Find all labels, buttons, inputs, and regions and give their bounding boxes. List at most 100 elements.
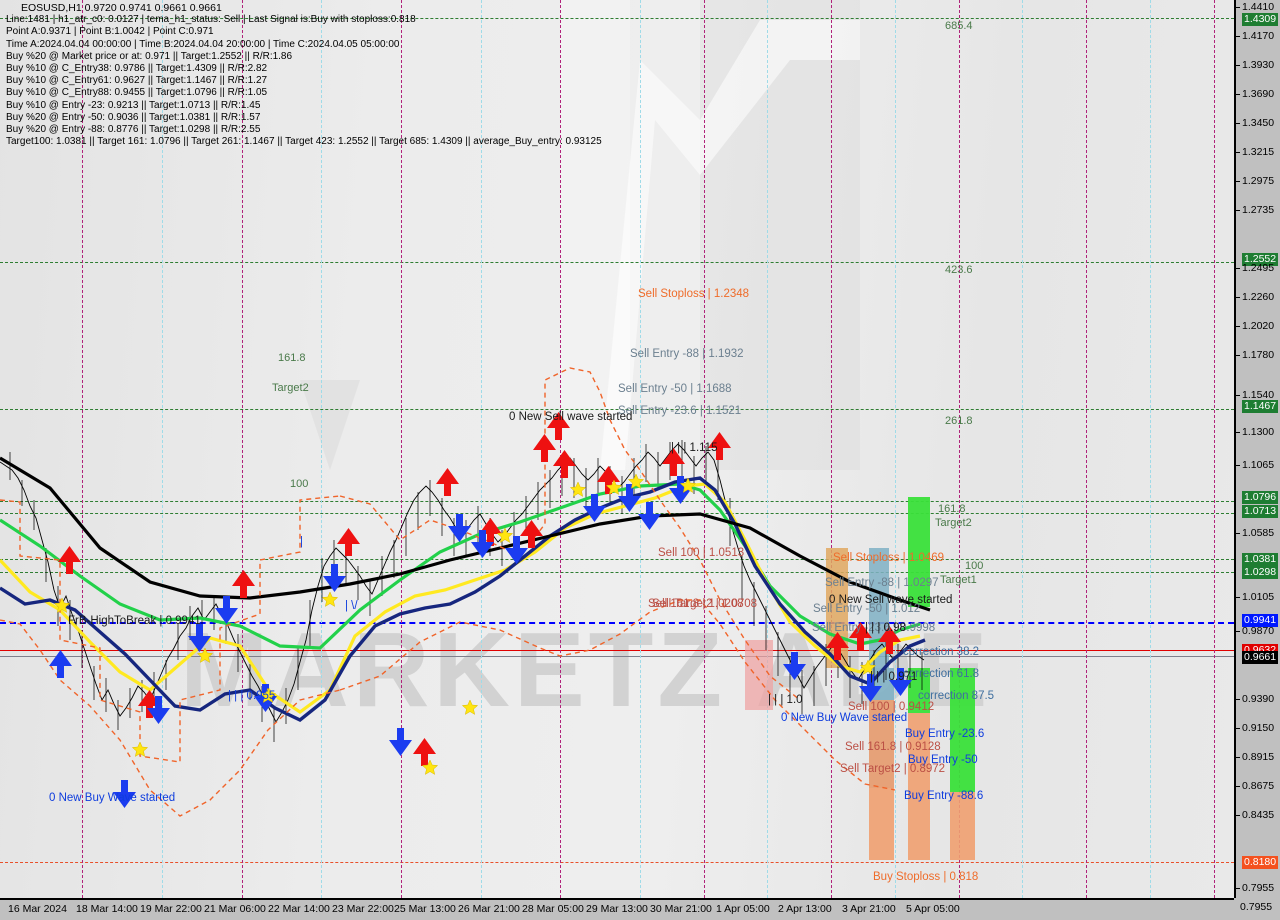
tick-mark	[1236, 395, 1240, 396]
trade-zone-rect	[950, 792, 975, 860]
time-separator-line	[1150, 0, 1151, 898]
time-separator-line	[321, 0, 322, 898]
chart-annotation-label: Sell 100 | 0.9412	[848, 701, 935, 713]
chart-annotation-label: | | | 1.115	[671, 442, 718, 454]
ma-black-slow	[0, 456, 931, 612]
price-level-line	[0, 559, 1234, 560]
time-tick-label: 2 Apr 13:00	[778, 903, 832, 915]
chart-annotation-label: Sell Target2 | 1.0708	[652, 598, 758, 610]
price-level-line	[0, 409, 1234, 410]
price-tick-label: 1.2020	[1242, 320, 1275, 332]
time-tick-label: 23 Mar 22:00	[332, 903, 394, 915]
time-tick-label: 25 Mar 13:00	[394, 903, 456, 915]
time-tick-label: 21 Mar 06:00	[204, 903, 266, 915]
chart-annotation-label: FrB-HighToBreak | 0.9941	[68, 615, 201, 627]
price-tick-label: 1.4170	[1242, 30, 1275, 42]
time-tick-label: 18 Mar 14:00	[76, 903, 138, 915]
trade-zone-rect	[908, 668, 930, 713]
chart-plot-area[interactable]: MARKETZ ADE	[0, 0, 1234, 898]
chart-annotation-label: |	[300, 536, 303, 548]
tick-mark	[1236, 815, 1240, 816]
price-tick-label: 1.0105	[1242, 591, 1275, 603]
price-level-line	[0, 862, 1234, 863]
chart-annotation-label: Sell Entry -88 | 1.0297	[825, 577, 939, 589]
tick-mark	[1236, 465, 1240, 466]
price-level-line	[0, 656, 1234, 657]
time-separator-line	[401, 0, 402, 898]
price-tick-label: 0.9390	[1242, 693, 1275, 705]
strategy-info-line: Buy %20 @ Entry -50: 0.9036 || Target:1.…	[6, 111, 261, 123]
chart-annotation-label: Sell Stoploss | 1.0469	[833, 552, 945, 564]
tick-mark	[1236, 699, 1240, 700]
price-tick-label: 1.3930	[1242, 59, 1275, 71]
chart-info-header: EOSUSD,H1 0.9720 0.9741 0.9661 0.9661 Li…	[4, 2, 602, 148]
chart-annotation-label: | | | 0.971	[870, 671, 918, 683]
price-tick-label: 1.1300	[1242, 426, 1275, 438]
chart-annotation-label: Sell Entry -23.6 | 1.1521	[618, 405, 742, 417]
fib-level-label: Target1	[940, 574, 977, 586]
tick-mark	[1236, 210, 1240, 211]
star-marker-icon	[53, 473, 877, 775]
tick-mark	[1236, 757, 1240, 758]
chart-annotation-label: Buy Stoploss | 0.818	[873, 871, 979, 883]
time-axis[interactable]: 16 Mar 2024 18 Mar 14:00 19 Mar 22:00 21 Ma…	[0, 898, 1234, 920]
price-tick-label: 0.8675	[1242, 780, 1275, 792]
price-axis[interactable]: 1.4410 1.4309 1.4170 1.3930 1.3690 1.3450 1.32…	[1234, 0, 1280, 898]
time-separator-line	[959, 0, 960, 898]
price-tick-label: 0.7955	[1242, 882, 1275, 894]
tick-mark	[1236, 786, 1240, 787]
tick-mark	[1236, 888, 1240, 889]
tick-mark	[1236, 326, 1240, 327]
tick-mark	[1236, 94, 1240, 95]
time-separator-line	[560, 0, 561, 898]
candle-wicks	[9, 440, 923, 742]
strategy-info-line: Buy %10 @ Entry -23: 0.9213 || Target:1.…	[6, 99, 261, 111]
fib-level-label: Target2	[935, 517, 972, 529]
chart-annotation-label: Sell Stoploss | 1.2348	[638, 288, 750, 300]
price-tick-label: 0.8180	[1242, 856, 1279, 869]
price-tick-label: 0.9150	[1242, 722, 1275, 734]
fib-level-label: 100	[965, 560, 984, 572]
channel-orange	[0, 367, 896, 817]
chart-annotation-label: | | | 0.98	[865, 622, 906, 634]
time-separator-line	[640, 0, 641, 898]
price-tick-label: 1.0381	[1242, 553, 1279, 566]
tick-mark	[1236, 297, 1240, 298]
price-tick-label: 1.2552	[1242, 253, 1279, 266]
strategy-info-line: Buy %10 @ C_Entry38: 0.9786 || Target:1.…	[6, 63, 268, 75]
time-separator-line	[1214, 0, 1215, 898]
chart-annotation-label: Sell Entry -50 | 1.1688	[618, 383, 732, 395]
fib-level-label: 423.6	[945, 264, 973, 276]
trade-zone-rect	[950, 668, 975, 792]
tick-mark	[1236, 597, 1240, 598]
time-separator-line	[242, 0, 243, 898]
price-tick-label: 1.1467	[1242, 400, 1279, 413]
trade-zone-rect	[908, 497, 930, 607]
strategy-info-line: Line:1481 | h1_atr_c0: 0.0127 | tema_h1_…	[6, 14, 416, 26]
time-separator-line	[895, 0, 896, 898]
strategy-info-line: Target100: 1.0381 || Target 161: 1.0796 …	[6, 136, 602, 148]
tick-mark	[1236, 7, 1240, 8]
price-tick-label: 1.0796	[1242, 491, 1279, 504]
fib-level-label: 261.8	[945, 415, 973, 427]
brand-logo-watermark	[600, 20, 860, 470]
price-tick-label: 1.4410	[1242, 1, 1275, 13]
chart-annotation-label: | | | 0.955	[228, 690, 276, 702]
strategy-info-line: Buy %10 @ C_Entry61: 0.9627 || Target:1.…	[6, 75, 268, 87]
price-tick-label: 0.8435	[1242, 809, 1275, 821]
time-tick-label: 26 Mar 21:00	[458, 903, 520, 915]
chart-annotation-label: Sell Entry -88 | 1.1932	[630, 348, 744, 360]
chart-annotation-label: Sell Entry -23.6 | 0.9998	[812, 622, 936, 634]
price-tick-label: 1.2735	[1242, 204, 1275, 216]
strategy-info-lines: Line:1481 | h1_atr_c0: 0.0127 | tema_h1_…	[4, 14, 602, 148]
strategy-info-line: Buy %20 @ Market price or at: 0.971 || T…	[6, 50, 293, 62]
ma-navy	[0, 476, 926, 722]
fib-level-label: 161.8	[938, 503, 966, 515]
time-tick-label: 5 Apr 05:00	[906, 903, 960, 915]
chart-annotation-label: Sell Target2 | 0.8972	[840, 763, 946, 775]
price-tick-label: 1.3450	[1242, 117, 1275, 129]
price-tick-label: 1.2260	[1242, 291, 1275, 303]
trade-zone-rect	[908, 713, 930, 860]
buy-arrow-icon	[49, 476, 912, 808]
